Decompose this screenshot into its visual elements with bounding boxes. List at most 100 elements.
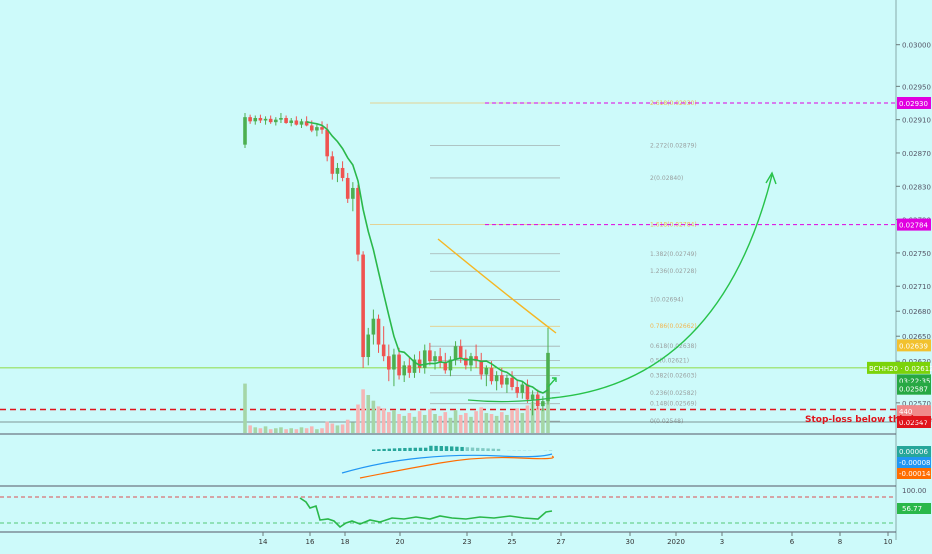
candle-body	[546, 353, 550, 401]
price-badge-label: 0.02587	[899, 386, 928, 394]
volume-bar	[279, 427, 283, 433]
price-badge-label: 0.02639	[899, 342, 928, 350]
volume-bar	[454, 410, 458, 433]
macd-histogram-bar	[408, 448, 411, 451]
candle-body	[495, 375, 499, 381]
volume-bar	[356, 405, 360, 434]
volume-bar	[259, 428, 263, 433]
volume-bar	[253, 427, 257, 433]
macd-histogram-bar	[419, 448, 422, 451]
candle-body	[248, 117, 252, 121]
volume-bar	[408, 413, 412, 433]
macd-histogram-bar	[414, 448, 417, 451]
candle-body	[346, 178, 350, 199]
candle-body	[392, 355, 396, 370]
volume-bar	[248, 425, 252, 433]
candle-body	[351, 188, 355, 199]
volume-bar	[274, 428, 278, 433]
candle-body	[366, 335, 370, 357]
macd-histogram-bar	[445, 446, 448, 451]
candle-body	[526, 385, 530, 400]
candle-body	[531, 395, 535, 400]
candle-body	[490, 368, 494, 381]
macd-badge-label: -0.00008	[899, 459, 930, 467]
macd-histogram-bar	[382, 449, 385, 451]
candle-body	[243, 117, 247, 144]
candle-body	[402, 365, 406, 375]
volume-bar	[310, 426, 314, 433]
macd-badge-label: -0.00014	[899, 470, 931, 478]
y-tick-label: 0.02910	[902, 117, 931, 125]
macd-histogram-bar	[440, 446, 443, 451]
volume-bar	[377, 406, 381, 433]
volume-bar	[443, 412, 447, 433]
fib-label: 1(0.02694)	[650, 297, 683, 304]
candle-body	[510, 378, 514, 387]
candle-body	[310, 125, 314, 130]
volume-bar	[402, 416, 406, 433]
fib-label: 0.382(0.02603)	[650, 372, 697, 379]
y-tick-label: 0.03000	[902, 42, 931, 50]
x-tick-label: 8	[838, 538, 842, 546]
macd-histogram-bar	[471, 448, 474, 451]
macd-histogram-bar	[398, 448, 401, 451]
volume-bar	[325, 422, 329, 433]
volume-bar	[536, 407, 540, 433]
volume-bar	[505, 415, 509, 433]
volume-bar	[541, 409, 545, 433]
x-tick-label: 14	[259, 538, 268, 546]
volume-bar	[243, 384, 247, 433]
candle-body	[341, 168, 345, 178]
candle-body	[454, 346, 458, 359]
volume-bar	[438, 416, 442, 433]
fib-label: 1.382(0.02749)	[650, 251, 697, 258]
macd-histogram-bar	[372, 450, 375, 452]
candle-body	[279, 118, 283, 120]
candle-body	[331, 156, 335, 173]
volume-bar	[289, 428, 293, 433]
x-tick-label: 6	[790, 538, 795, 546]
y-tick-label: 0.02830	[902, 183, 931, 191]
volume-bar	[366, 395, 370, 433]
macd-histogram-bar	[466, 447, 469, 451]
candle-body	[515, 387, 519, 393]
macd-histogram-bar	[455, 447, 458, 451]
volume-bar	[526, 405, 530, 433]
rsi-upper-label: 100.00	[902, 487, 927, 495]
volume-bar	[428, 409, 432, 433]
candle-body	[356, 188, 360, 255]
candle-body	[387, 356, 391, 369]
volume-bar	[351, 423, 355, 433]
candle-body	[397, 355, 401, 376]
volume-bar	[392, 410, 396, 433]
candle-body	[295, 120, 299, 124]
candle-body	[433, 356, 437, 361]
x-tick-label: 27	[557, 538, 566, 546]
macd-histogram-bar	[492, 449, 495, 451]
candle-body	[253, 118, 257, 121]
x-tick-label: 16	[306, 538, 315, 546]
candle-body	[505, 378, 509, 385]
volume-bar	[300, 427, 304, 433]
y-tick-label: 0.02950	[902, 83, 931, 91]
volume-bar	[433, 414, 437, 433]
candle-body	[469, 356, 473, 365]
candle-body	[336, 168, 340, 174]
volume-bar	[372, 401, 376, 433]
candle-body	[284, 118, 288, 123]
price-badge-label: 0.02784	[899, 222, 928, 230]
macd-histogram-bar	[388, 449, 391, 451]
candle-body	[377, 319, 381, 345]
volume-bar	[397, 414, 401, 433]
fib-label: 0.618(0.02638)	[650, 343, 697, 350]
macd-histogram-bar	[377, 449, 380, 451]
volume-bar	[346, 420, 350, 433]
fib-label: 0(0.02548)	[650, 418, 683, 425]
volume-bar	[320, 428, 324, 433]
macd-histogram-bar	[497, 449, 500, 451]
volume-bar	[361, 389, 365, 433]
x-tick-label: 23	[463, 538, 472, 546]
